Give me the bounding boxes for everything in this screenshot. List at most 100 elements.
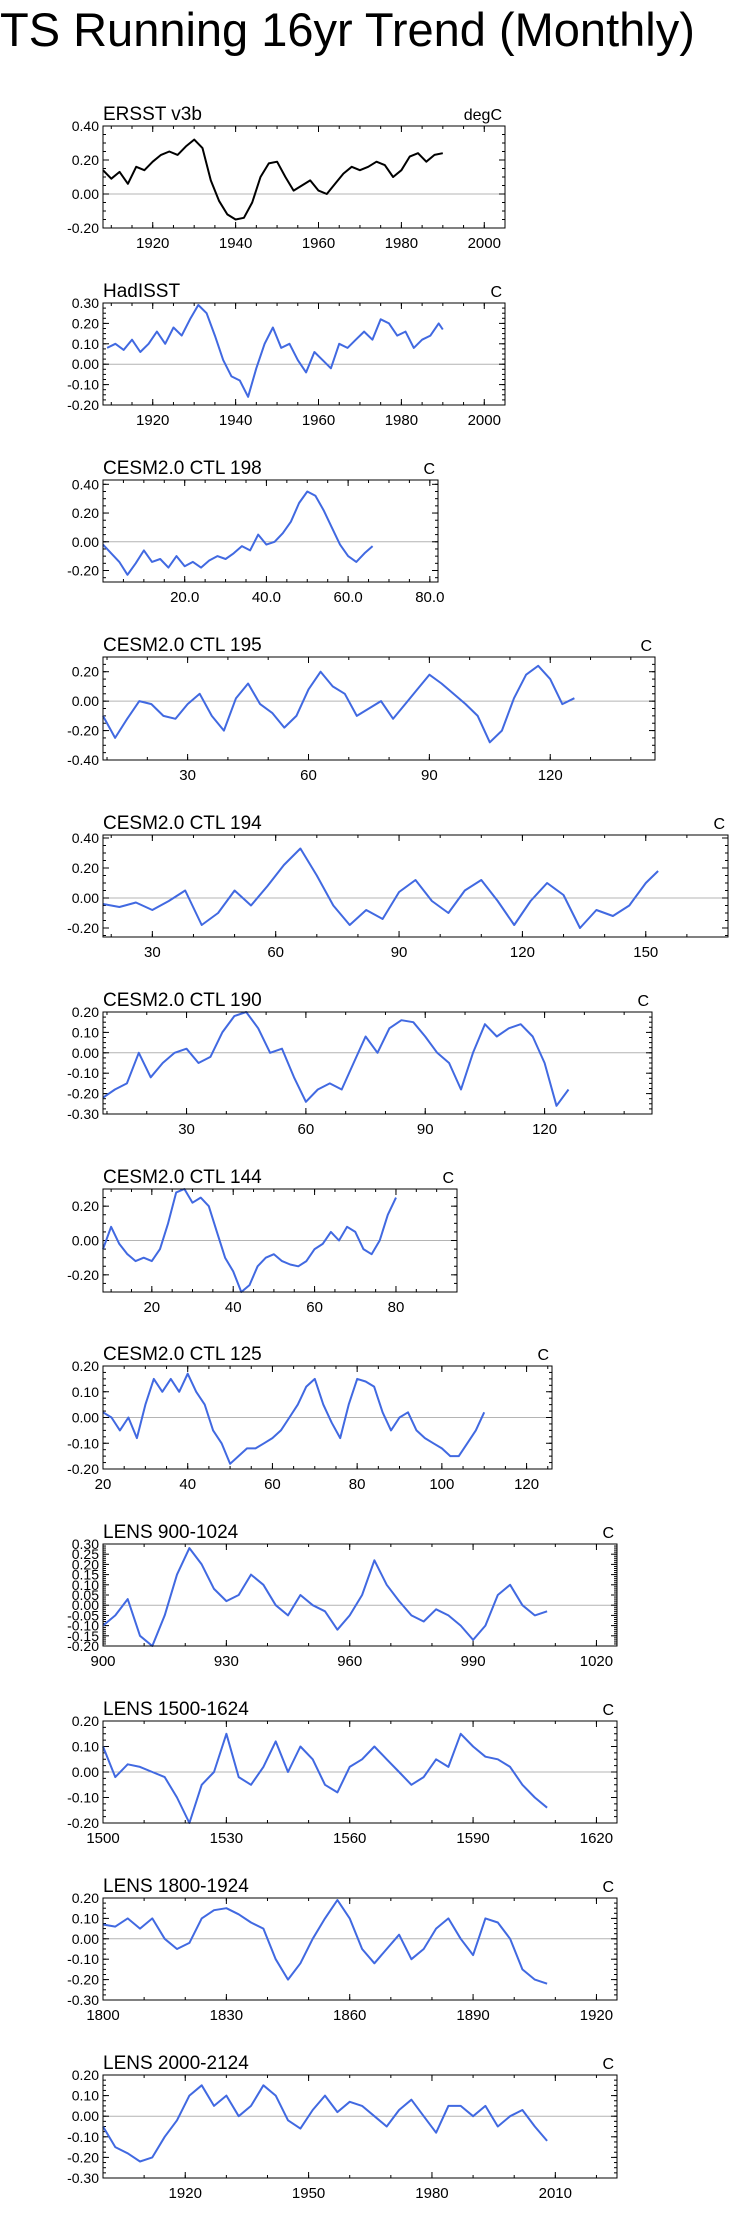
units-label: C	[602, 1525, 614, 1542]
panel-title: LENS 1500-1624	[103, 1699, 249, 1720]
plot-frame	[102, 1897, 618, 2001]
y-tick-label: 0.25	[72, 1546, 99, 1562]
x-tick-label: 90	[421, 767, 438, 784]
y-tick-label: 0.00	[72, 356, 99, 372]
x-tick-label: 80.0	[415, 589, 444, 606]
plot-frame	[102, 1188, 458, 1293]
x-tick-label: 40.0	[252, 589, 281, 606]
y-tick-label: -0.20	[67, 1267, 99, 1283]
x-tick-label: 960	[337, 1653, 362, 1670]
y-tick-label: -0.20	[67, 920, 99, 936]
y-tick-label: 0.30	[72, 1536, 99, 1552]
y-tick-label: 0.20	[72, 315, 99, 331]
x-tick-label: 1920	[169, 2185, 202, 2202]
y-tick-label: 0.20	[72, 152, 99, 168]
x-tick-label: 1960	[302, 235, 335, 252]
series-line	[102, 1899, 548, 1985]
y-tick-label: -0.20	[67, 397, 99, 413]
y-tick-label: 0.15	[72, 1567, 99, 1583]
y-tick-label: -0.20	[67, 1815, 99, 1831]
x-tick-label: 990	[461, 1653, 486, 1670]
x-tick-label: 1530	[210, 1830, 243, 1847]
x-tick-label: 1920	[580, 2007, 613, 2024]
series-line	[106, 304, 444, 398]
chart-panel-9: 1500 1530 1560 1590 1620 -0.20 -0.10 0.00 0.10 0.…	[67, 1699, 618, 1847]
x-tick-label: 1940	[219, 412, 252, 429]
y-tick-label: 0.20	[72, 1713, 99, 1729]
chart-panel-0: 1920 1940 1960 1980 2000 -0.20 0.00 0.20 0.40ERS…	[67, 104, 506, 252]
y-tick-label: 0.20	[72, 1198, 99, 1214]
y-tick-label: 0.00	[72, 2108, 99, 2124]
x-tick-label: 1800	[86, 2007, 119, 2024]
x-tick-label: 30	[178, 1121, 195, 1138]
x-tick-label: 2000	[468, 235, 501, 252]
series-line	[102, 1011, 570, 1107]
x-tick-label: 1560	[333, 1830, 366, 1847]
y-tick-label: 0.20	[72, 1890, 99, 1906]
x-tick-label: 30	[144, 944, 161, 961]
series-line	[102, 664, 575, 744]
units-label: C	[640, 638, 652, 655]
panel-title: LENS 2000-2124	[103, 2053, 249, 2074]
y-tick-label: -0.10	[67, 1618, 99, 1634]
series-line	[102, 1372, 486, 1465]
x-tick-label: 120	[538, 767, 563, 784]
x-tick-label: 90	[391, 944, 408, 961]
chart-panel-1: 1920 1940 1960 1980 2000 -0.20 -0.10 0.00 0.10 0.…	[67, 281, 506, 429]
x-tick-label: 2000	[468, 412, 501, 429]
x-tick-label: 150	[633, 944, 658, 961]
y-tick-label: 0.40	[72, 118, 99, 134]
series-line	[102, 138, 444, 221]
plot-frame	[102, 1720, 618, 1824]
y-tick-label: 0.30	[72, 295, 99, 311]
y-tick-label: -0.20	[67, 220, 99, 236]
y-tick-label: -0.20	[67, 1972, 99, 1988]
chart-panel-7: 20 40 60 80 100 120 -0.20 -0.10 0.00 0.10 0.20CESM…	[67, 1344, 553, 1493]
y-tick-label: -0.30	[67, 1106, 99, 1122]
x-tick-label: 1860	[333, 2007, 366, 2024]
x-tick-label: 60	[298, 1121, 315, 1138]
y-tick-label: -0.10	[67, 1435, 99, 1451]
y-tick-label: -0.10	[67, 2129, 99, 2145]
x-tick-label: 100	[429, 1476, 454, 1493]
plot-frame	[102, 1365, 553, 1470]
x-tick-label: 2010	[539, 2185, 572, 2202]
y-tick-label: -0.15	[67, 1628, 99, 1644]
x-tick-label: 20.0	[170, 589, 199, 606]
y-tick-label: 0.00	[72, 693, 99, 709]
chart-panel-11: 1920 1950 1980 2010 -0.30 -0.20 -0.10 0.00 0.10 0…	[67, 2053, 618, 2202]
y-tick-label: 0.20	[72, 860, 99, 876]
y-tick-label: 0.20	[72, 1004, 99, 1020]
plot-frame	[102, 1011, 653, 1115]
x-tick-label: 120	[510, 944, 535, 961]
y-tick-label: -0.05	[67, 1607, 99, 1623]
y-tick-label: 0.00	[72, 1931, 99, 1947]
x-tick-label: 1920	[136, 235, 169, 252]
plot-frame	[102, 834, 729, 938]
units-label: C	[637, 993, 649, 1010]
units-label: C	[490, 284, 502, 301]
y-tick-label: 0.10	[72, 1024, 99, 1040]
x-tick-label: 60	[306, 1299, 323, 1316]
plot-frame	[102, 125, 506, 229]
panel-title: HadISST	[103, 281, 180, 302]
y-tick-label: -0.20	[67, 1638, 99, 1654]
y-tick-label: -0.30	[67, 2170, 99, 2186]
units-label: C	[602, 1879, 614, 1896]
y-tick-label: 0.00	[72, 1410, 99, 1426]
y-tick-label: -0.20	[67, 1461, 99, 1477]
x-tick-label: 40	[225, 1299, 242, 1316]
y-tick-label: 0.10	[72, 1384, 99, 1400]
x-tick-label: 120	[532, 1121, 557, 1138]
x-tick-label: 1950	[292, 2185, 325, 2202]
y-tick-label: 0.00	[72, 1764, 99, 1780]
series-line	[102, 847, 659, 929]
x-tick-label: 900	[90, 1653, 115, 1670]
x-tick-label: 20	[143, 1299, 160, 1316]
panel-title: CESM2.0 CTL 198	[103, 458, 262, 479]
x-tick-label: 1960	[302, 412, 335, 429]
x-tick-label: 1940	[219, 235, 252, 252]
